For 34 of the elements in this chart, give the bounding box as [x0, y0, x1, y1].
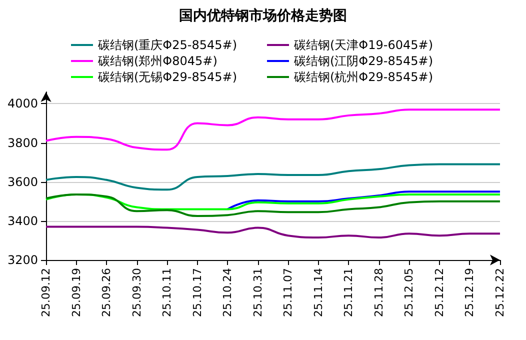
- x-tick-label: 25.12.12: [432, 268, 446, 317]
- line-series: [226, 190, 501, 210]
- y-tick-label: 3400: [7, 214, 38, 228]
- x-tick-label: 25.12.05: [402, 268, 416, 317]
- x-tick-label: 25.09.26: [100, 268, 114, 317]
- y-tick-label: 3200: [7, 253, 38, 267]
- legend-label: 碳结钢(江阴Φ29-8545#): [293, 54, 434, 68]
- x-tick-label: 25.11.14: [312, 268, 325, 317]
- y-tick-label: 3600: [7, 174, 38, 189]
- x-tick-label: 25.11.21: [342, 268, 356, 317]
- x-tick-label: 25.10.11: [160, 268, 174, 317]
- line-series: [45, 226, 501, 239]
- x-tick-label: 25.09.30: [130, 268, 144, 317]
- x-tick-label: 25.12.22: [494, 268, 506, 317]
- line-series: [45, 194, 501, 210]
- legend-label: 碳结钢(无锡Φ29-8545#): [97, 70, 238, 84]
- y-tick-label: 3800: [7, 136, 38, 150]
- x-tick-label: 25.09.19: [70, 268, 83, 317]
- x-tick-label: 25.12.19: [463, 268, 476, 317]
- chart-title: 国内优特钢市场价格走势图: [179, 7, 347, 24]
- x-tick-label: 25.10.24: [221, 268, 234, 317]
- x-tick-label: 25.09.12: [40, 268, 52, 317]
- legend-label: 碳结钢(重庆Φ25-8545#): [97, 38, 238, 52]
- x-tick-label: 25.11.28: [372, 268, 386, 317]
- x-tick-label: 25.10.17: [190, 268, 204, 317]
- line-series: [45, 108, 501, 151]
- legend-label: 碳结钢(郑州Φ8045#): [97, 54, 218, 68]
- legend-label: 碳结钢(杭州Φ29-8545#): [293, 70, 434, 84]
- line-series: [45, 163, 501, 191]
- x-tick-label: 25.10.31: [251, 268, 264, 317]
- y-tick-label: 4000: [7, 96, 38, 111]
- line-series: [45, 194, 501, 218]
- x-tick-label: 25.11.07: [282, 268, 295, 317]
- legend-label: 碳结钢(天津Φ19-6045#): [293, 38, 434, 52]
